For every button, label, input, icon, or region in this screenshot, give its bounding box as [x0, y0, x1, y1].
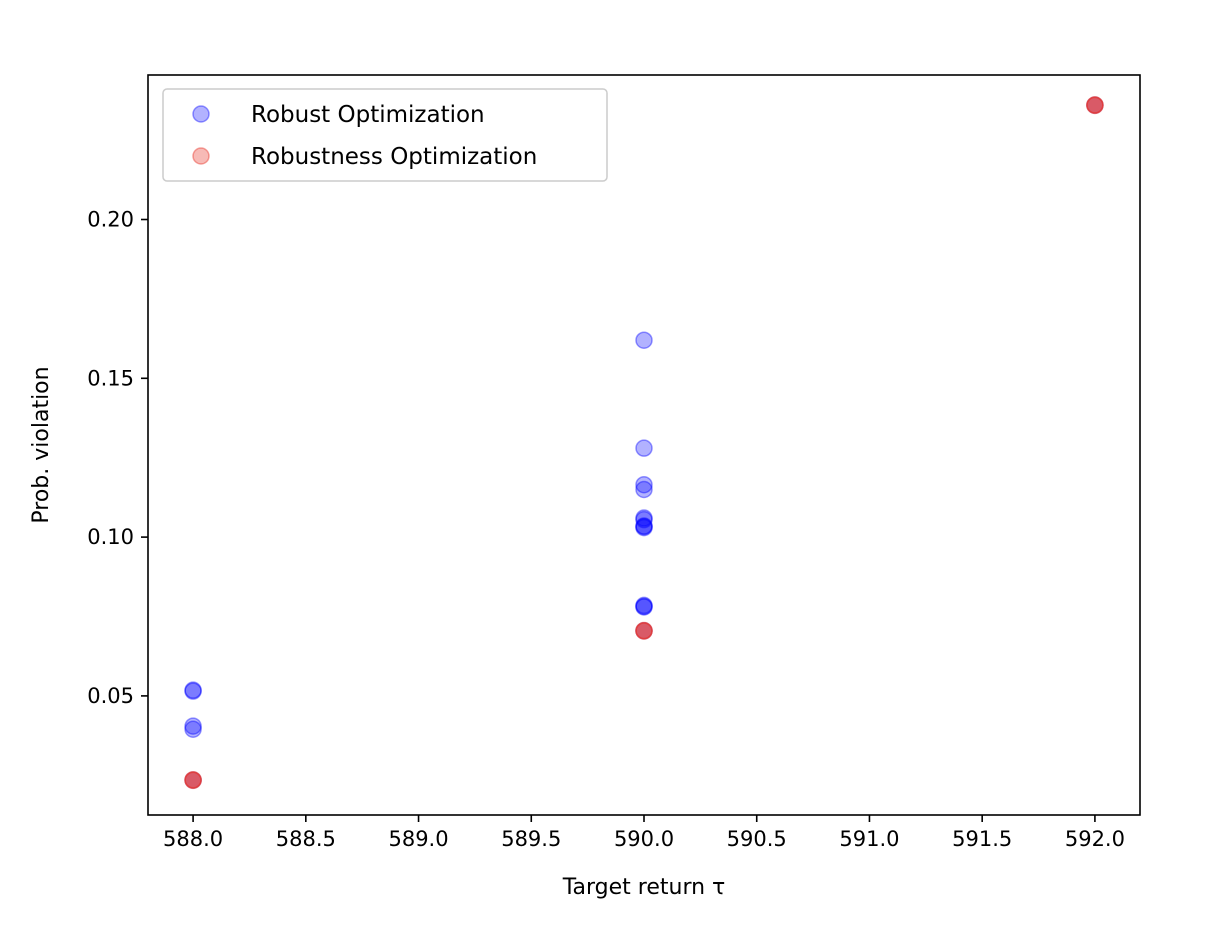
x-tick-label: 591.5 [952, 827, 1012, 851]
x-axis-ticks: 588.0 588.5 589.0 589.5 590.0 590.5 591.0 591.5… [163, 815, 1125, 851]
data-point [184, 682, 202, 700]
data-point [635, 480, 653, 499]
data-point [184, 770, 202, 789]
legend-label: Robustness Optimization [251, 144, 537, 170]
data-point [635, 510, 653, 529]
data-point [635, 598, 653, 616]
x-tick-label: 588.0 [163, 827, 223, 851]
y-tick-label: 0.15 [87, 366, 134, 390]
data-point [635, 517, 653, 535]
y-tick-label: 0.10 [87, 525, 134, 549]
y-axis-label: Prob. violation [29, 366, 54, 523]
data-point [184, 717, 202, 735]
data-point [635, 622, 653, 640]
x-tick-label: 590.0 [614, 827, 674, 851]
data-point [1086, 96, 1104, 114]
data-point [184, 771, 202, 790]
data-point [635, 439, 653, 457]
data-point [1086, 96, 1104, 114]
data-point [635, 475, 653, 494]
data-point [184, 771, 202, 789]
data-point [184, 771, 202, 789]
x-axis-label: Target return τ [562, 875, 726, 900]
y-tick-label: 0.20 [87, 208, 134, 232]
legend-label: Robust Optimization [251, 102, 485, 128]
legend: Robust Optimization Robustness Optimizati… [162, 88, 608, 182]
legend-marker [192, 147, 210, 165]
x-tick-label: 590.5 [727, 827, 787, 851]
data-point [635, 622, 653, 640]
legend-marker [192, 105, 210, 123]
legend-frame [162, 88, 608, 182]
data-point [635, 331, 653, 349]
data-point [635, 517, 653, 536]
legend-items: Robust Optimization Robustness Optimizati… [192, 102, 537, 170]
points-layer [184, 96, 1104, 790]
data-point [1086, 96, 1104, 115]
series-0 [184, 96, 1104, 789]
data-point [184, 681, 202, 699]
data-point [635, 518, 653, 537]
data-point [635, 622, 653, 640]
series-1 [184, 96, 1104, 790]
x-tick-label: 589.0 [388, 827, 448, 851]
data-point [635, 596, 653, 615]
y-axis-ticks: 0.05 0.10 0.15 0.20 [87, 208, 148, 708]
data-point [184, 720, 202, 738]
x-tick-label: 588.5 [276, 827, 336, 851]
data-point [1086, 96, 1104, 114]
data-point [635, 509, 653, 527]
data-point [635, 597, 653, 616]
data-point [635, 621, 653, 640]
x-tick-label: 589.5 [501, 827, 561, 851]
x-tick-label: 592.0 [1065, 827, 1125, 851]
x-tick-label: 591.0 [839, 827, 899, 851]
y-tick-label: 0.05 [87, 684, 134, 708]
